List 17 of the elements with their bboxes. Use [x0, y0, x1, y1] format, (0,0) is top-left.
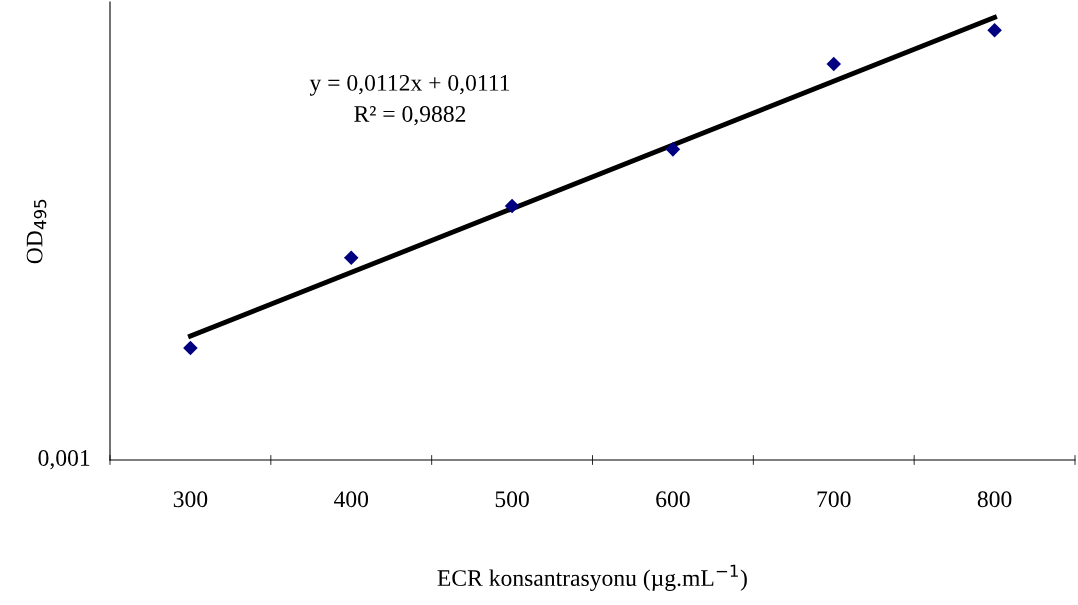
x-tick-label: 800 [977, 491, 1012, 508]
point [987, 23, 1002, 38]
point [504, 198, 520, 214]
text: 0,001 [38, 449, 90, 470]
annotation: y = 0,0112x + 0,0111 [309, 74, 510, 96]
point [343, 250, 359, 266]
x-tick-label: 500 [495, 491, 529, 508]
x-tick-label: 600 [656, 491, 690, 508]
x-tick-label: 300 [173, 491, 208, 508]
point [826, 56, 842, 72]
annotation: R² = 0,9882 [354, 105, 466, 126]
x-tick-label: 700 [817, 491, 851, 508]
x-tick-label: 400 [334, 491, 369, 508]
point [665, 142, 681, 157]
y-axis-title: OD$_{495}$ [26, 199, 47, 264]
point [183, 340, 198, 356]
x-axis-title: ECR konsantrasyonu (µg.mL$^{−1}$) [437, 564, 747, 591]
